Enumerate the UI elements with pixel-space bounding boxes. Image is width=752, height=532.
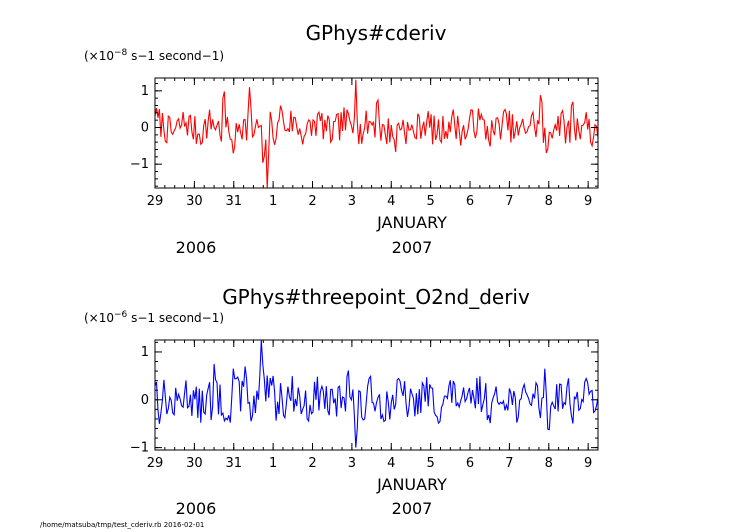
y-tick-label: 0 [141,393,149,408]
y-tick-label: 1 [141,84,149,99]
y-tick-label: 0 [141,121,149,136]
plot-frame [154,339,599,451]
unit-exponent: −6 [114,310,128,320]
x-tick-label: 4 [387,194,395,209]
unit-prefix: (×10 [84,49,114,63]
panel-threepoint: GPhys#threepoint_O2nd_deriv (×10−6 s−1 s… [84,285,599,518]
series-line [154,79,599,189]
x-tick-label: 8 [545,456,553,471]
unit-label: (×10−6 s−1 second−1) [84,310,224,325]
x-axis-label: JANUARY [376,475,447,494]
panel-cderiv: GPhys#cderiv (×10−8 s−1 second−1) −10129… [84,21,599,257]
x-tick-label: 7 [505,456,513,471]
plot-frame [154,77,599,189]
y-tick-label: −1 [130,157,149,172]
x-tick-label: 2 [308,194,316,209]
x-tick-label: 6 [466,456,474,471]
x-tick-label: 9 [584,456,592,471]
x-tick-label: 4 [387,456,395,471]
unit-suffix: s−1 second−1) [127,311,224,325]
y-tick-label: 1 [141,345,149,360]
year-label-right: 2007 [392,238,433,257]
footer-path: /home/matsuba/tmp/test_cderiv.rb 2016-02… [40,521,204,529]
x-tick-label: 31 [225,194,242,209]
x-tick-label: 30 [186,194,203,209]
unit-label: (×10−8 s−1 second−1) [84,48,224,63]
x-tick-label: 7 [505,194,513,209]
x-tick-label: 2 [308,456,316,471]
chart-title: GPhys#threepoint_O2nd_deriv [222,285,530,309]
unit-suffix: s−1 second−1) [127,49,224,63]
x-tick-label: 31 [225,456,242,471]
unit-exponent: −8 [114,48,128,58]
plot-area: −1 0 1 29 30 31 1 2 3 4 5 6 7 8 9 [130,339,599,471]
x-tick-label: 5 [427,194,435,209]
x-tick-label: 3 [348,194,356,209]
x-tick-label: 29 [147,194,164,209]
plot-area: −1 0 1 29 30 31 1 2 3 4 5 6 7 8 9 [130,77,599,209]
x-tick-label: 30 [186,456,203,471]
x-tick-label: 1 [269,456,277,471]
y-tick-label: −1 [130,441,149,456]
x-tick-label: 3 [348,456,356,471]
x-tick-label: 8 [545,194,553,209]
unit-prefix: (×10 [84,311,114,325]
x-tick-label: 9 [584,194,592,209]
chart-title: GPhys#cderiv [306,21,447,45]
x-tick-label: 6 [466,194,474,209]
year-label-left: 2006 [176,499,217,518]
year-label-left: 2006 [176,238,217,257]
x-tick-label: 1 [269,194,277,209]
year-label-right: 2007 [392,499,433,518]
series-line [154,339,599,448]
x-tick-label: 29 [147,456,164,471]
x-tick-label: 5 [427,456,435,471]
x-axis-label: JANUARY [376,213,447,232]
